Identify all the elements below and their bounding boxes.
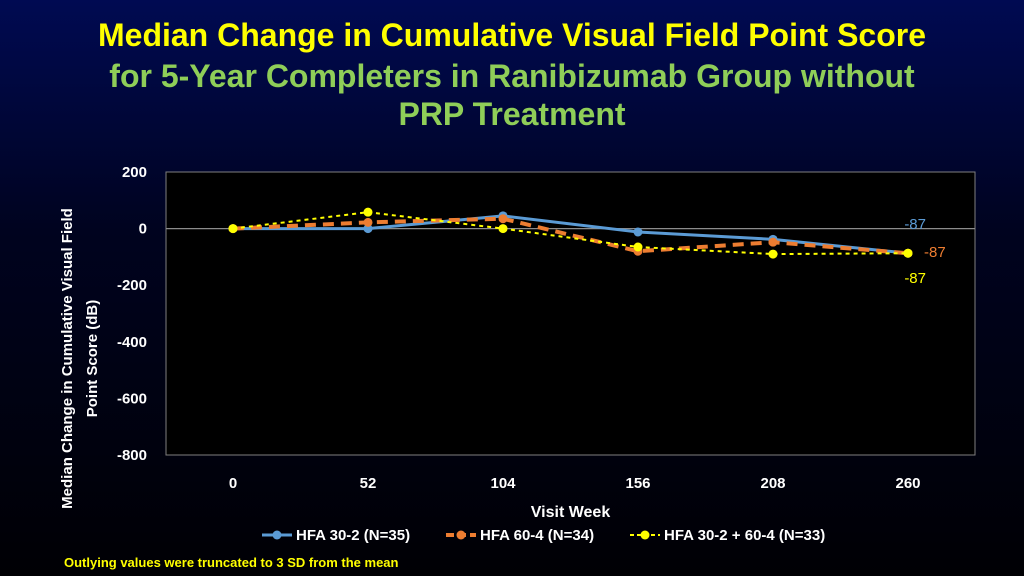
y-tick-label: -600 bbox=[117, 390, 147, 407]
title-line-3: PRP Treatment bbox=[398, 96, 626, 132]
y-tick-label: 200 bbox=[122, 164, 147, 181]
legend-marker-1 bbox=[272, 530, 282, 540]
series-1-point bbox=[633, 227, 643, 237]
x-tick-label: 208 bbox=[760, 475, 785, 492]
series-2-end-label: -87 bbox=[924, 244, 946, 261]
footnote: Outlying values were truncated to 3 SD f… bbox=[64, 555, 399, 570]
series-3-point bbox=[363, 207, 373, 217]
series-2-point bbox=[498, 214, 508, 224]
title-line-1: Median Change in Cumulative Visual Field… bbox=[97, 17, 926, 53]
y-tick-label: -200 bbox=[117, 277, 147, 294]
x-tick-label: 0 bbox=[229, 475, 237, 492]
x-tick-label: 260 bbox=[895, 475, 920, 492]
legend-label-1: HFA 30-2 (N=35) bbox=[296, 527, 410, 544]
y-tick-label: -800 bbox=[117, 447, 147, 464]
title-line-2: for 5-Year Completers in Ranibizumab Gro… bbox=[109, 58, 915, 94]
series-line-1 bbox=[233, 214, 909, 255]
series-line-3 bbox=[232, 211, 909, 256]
y-axis-title-line-2: Point Score (dB) bbox=[84, 300, 101, 418]
series-1-end-label: -87 bbox=[904, 216, 926, 233]
series-3-point bbox=[768, 249, 778, 259]
x-tick-label: 52 bbox=[360, 475, 377, 492]
series-2-point bbox=[363, 217, 373, 227]
series-3-point bbox=[633, 242, 643, 252]
series-3-point bbox=[903, 248, 913, 258]
legend-marker-3 bbox=[640, 530, 650, 540]
legend-label-3: HFA 30-2 + 60-4 (N=33) bbox=[664, 527, 825, 544]
series-line-2 bbox=[232, 216, 909, 256]
x-axis-title: Visit Week bbox=[531, 504, 611, 521]
y-tick-label: -400 bbox=[117, 334, 147, 351]
series-2-point bbox=[768, 237, 778, 247]
x-tick-label: 104 bbox=[490, 475, 516, 492]
series-3-point bbox=[228, 224, 238, 234]
series-3-end-label: -87 bbox=[904, 270, 926, 287]
plot-area bbox=[165, 171, 976, 456]
series-3-point bbox=[498, 224, 508, 234]
legend-marker-2 bbox=[456, 530, 466, 540]
chart-title: Median Change in Cumulative Visual Field… bbox=[0, 14, 1024, 132]
legend-label-2: HFA 60-4 (N=34) bbox=[480, 527, 594, 544]
x-tick-label: 156 bbox=[625, 475, 650, 492]
series-1-point bbox=[363, 224, 373, 234]
y-axis-title-line-1: Median Change in Cumulative Visual Field bbox=[59, 208, 76, 509]
y-tick-label: 0 bbox=[139, 221, 147, 238]
